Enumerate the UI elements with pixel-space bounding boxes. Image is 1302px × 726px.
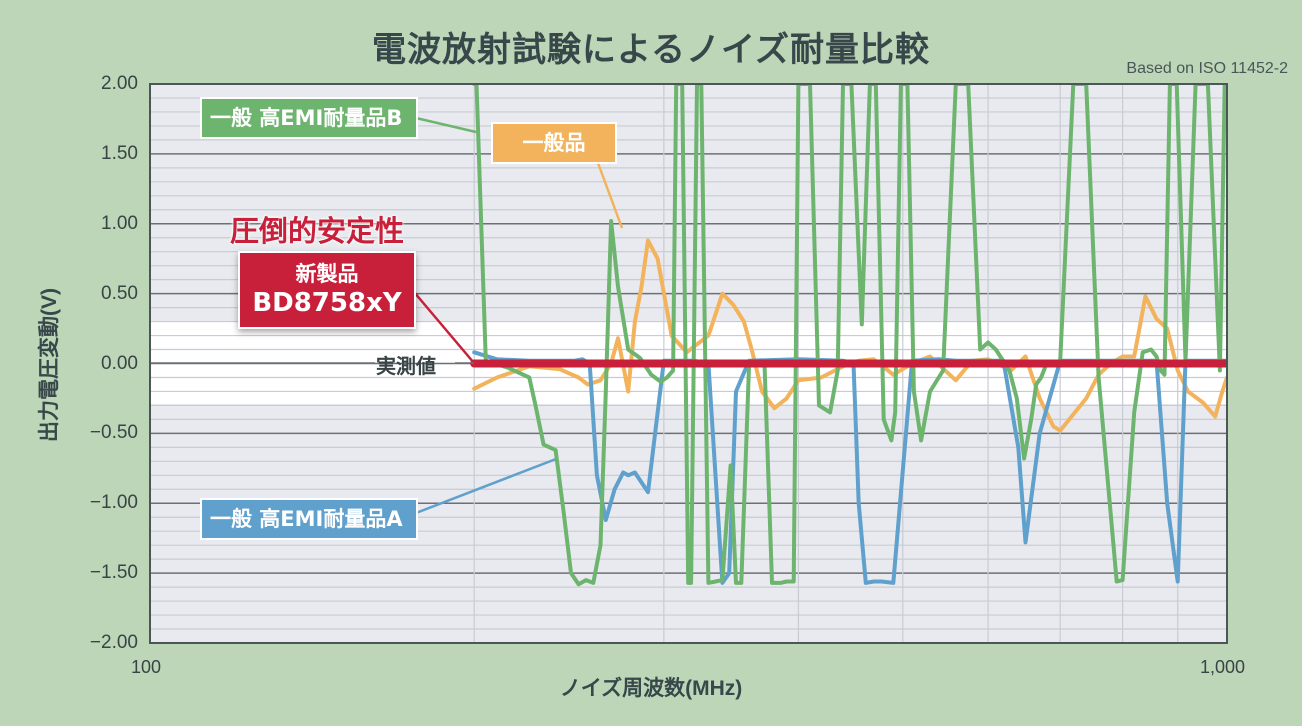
- y-tick: −2.00: [89, 632, 138, 653]
- x-axis-label: ノイズ周波数(MHz): [559, 677, 743, 700]
- callout-emi-a: 一般 高EMI耐量品A: [200, 498, 418, 540]
- chart-title: 電波放射試験によるノイズ耐量比較: [372, 30, 930, 70]
- callout-new-product: 新製品 BD8758xY: [238, 251, 416, 329]
- y-tick: 0.00: [101, 352, 138, 374]
- chart-subtitle: Based on ISO 11452-2: [1126, 60, 1288, 77]
- y-tick: −0.50: [89, 422, 138, 444]
- callout-leader-lines: [150, 116, 624, 515]
- y-tick: 0.50: [101, 282, 138, 304]
- measured-value-label: 実測値: [376, 354, 436, 378]
- x-tick-1000: 1,000: [1200, 657, 1246, 677]
- headline-stability: 圧倒的安定性: [230, 214, 405, 248]
- y-tick: 1.00: [101, 212, 138, 234]
- y-axis-label: 出力電圧変動(V): [33, 288, 63, 442]
- series-lines: [470, 84, 1227, 587]
- y-tick: 2.00: [101, 73, 138, 94]
- callout-emi-b: 一般 高EMI耐量品B: [200, 97, 418, 139]
- y-tick: 1.50: [101, 142, 138, 164]
- new-product-model: BD8758xY: [252, 288, 402, 318]
- y-tick: −1.00: [89, 492, 138, 514]
- y-axis-label-text: 出力電圧変動(V): [38, 288, 61, 442]
- callout-general: 一般品: [491, 122, 617, 164]
- x-tick-100: 100: [131, 657, 162, 677]
- y-tick: −1.50: [89, 562, 138, 584]
- plot-frame: [149, 83, 1228, 644]
- new-product-label: 新製品: [295, 262, 359, 286]
- series-line: [472, 84, 1227, 587]
